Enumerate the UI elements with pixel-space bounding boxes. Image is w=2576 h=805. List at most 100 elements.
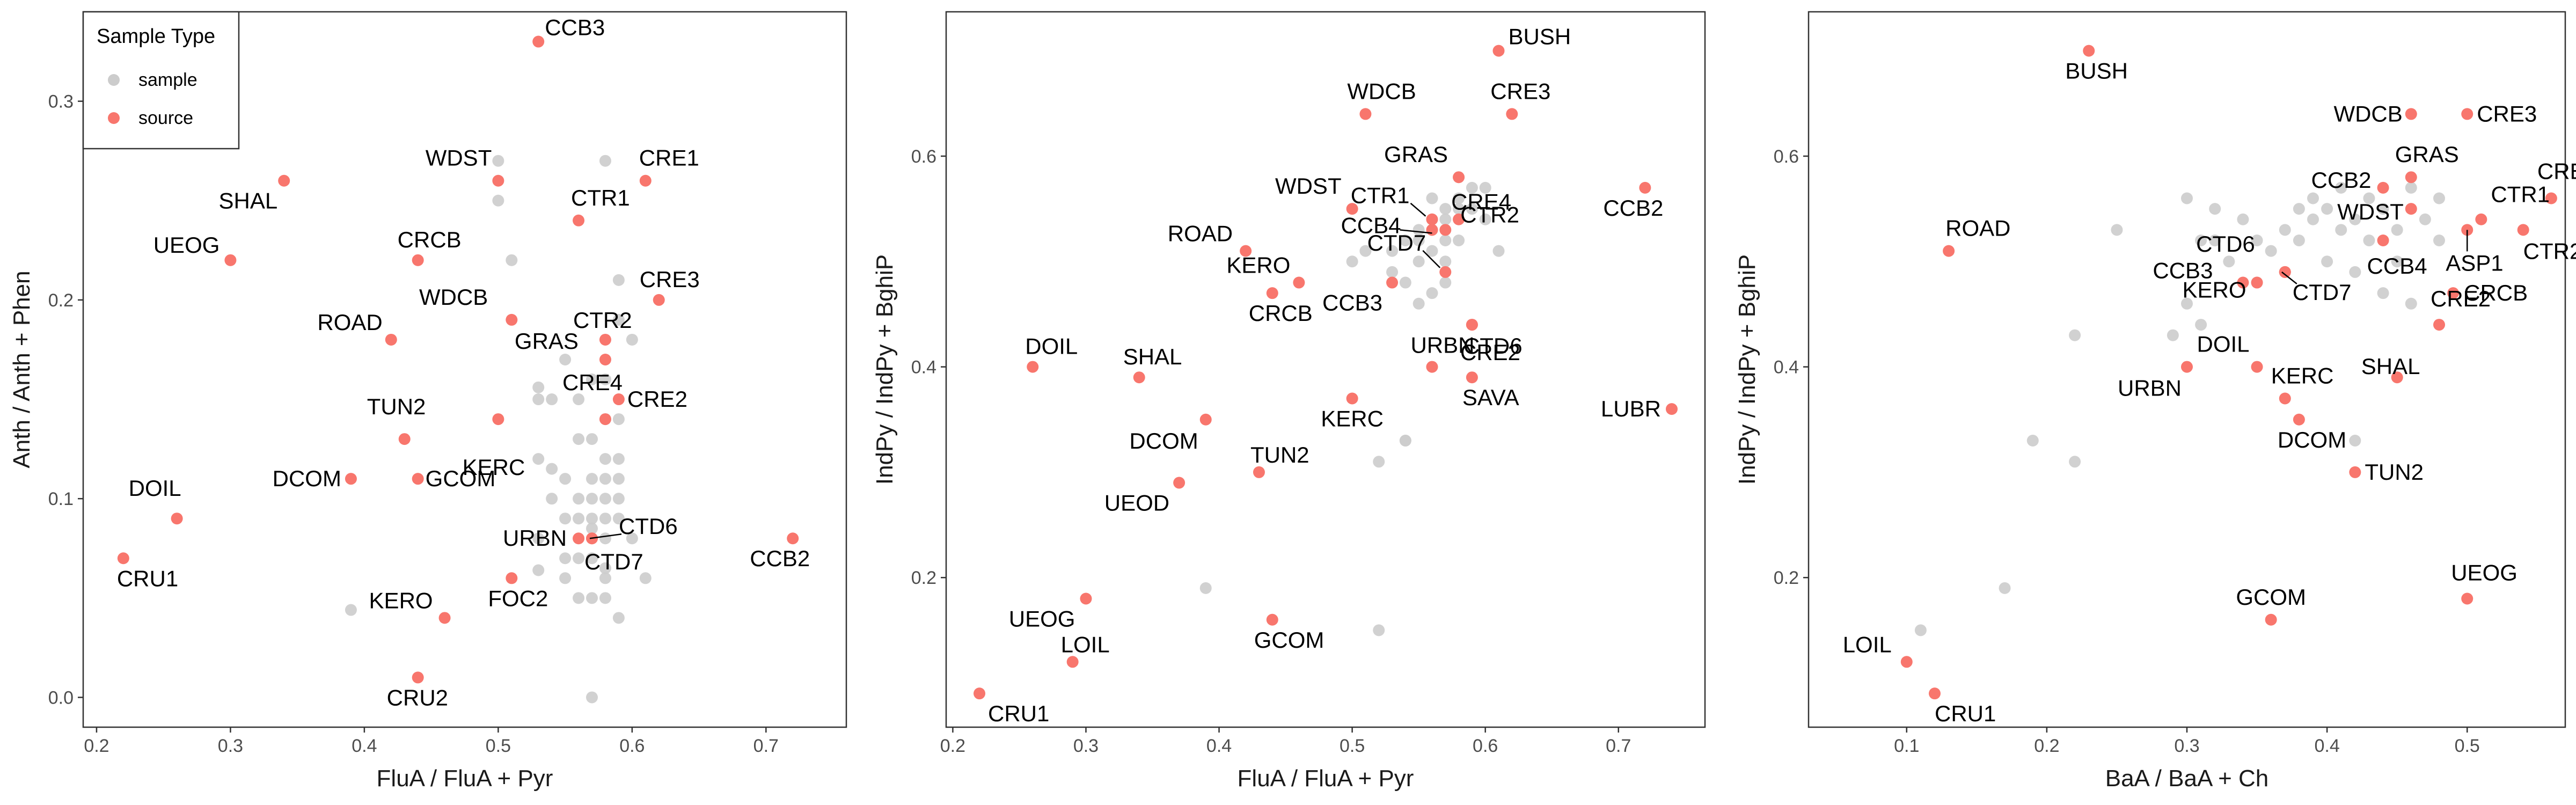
x-tick-label: 0.6 (619, 736, 645, 756)
point-label-shal: SHAL (1123, 344, 1182, 369)
sample-point (2321, 203, 2333, 215)
point-label-gras: GRAS (515, 328, 579, 354)
point-label-kero: KERO (2183, 277, 2246, 303)
sample-point (1373, 624, 1385, 636)
sample-point (546, 393, 558, 406)
sample-point (573, 433, 585, 445)
point-label-ueod: UEOD (1104, 491, 1169, 516)
point-label-shal: SHAL (2361, 354, 2420, 379)
point-label-bush: BUSH (1508, 24, 1571, 49)
sample-point (1386, 266, 1399, 278)
sample-point (532, 381, 545, 393)
source-point-gcom (2265, 613, 2277, 626)
point-label-crcb: CRCB (1249, 301, 1313, 326)
panel-3: 0.1 0.2 0.3 0.4 0.5 0.2 0.4 0.6 BaA / BaA + Ch In… (1734, 11, 2576, 792)
sample-point (559, 552, 572, 565)
point-label-crcb: CRCB (398, 227, 462, 252)
sample-point (639, 572, 652, 584)
sample-point (586, 433, 598, 445)
source-point-cru1 (974, 687, 986, 700)
source-point-gras (2405, 171, 2417, 184)
sample-point (1199, 582, 1212, 594)
point-label-ccb4: CCB4 (2367, 253, 2427, 279)
point-label-ccb2: CCB2 (750, 546, 810, 571)
legend-key-source (108, 112, 120, 124)
sample-point (2433, 235, 2445, 247)
point-label-ctr2: CTR2 (1460, 202, 1519, 227)
point-label-crcb: CRCB (2464, 280, 2528, 305)
sample-point (599, 473, 611, 485)
point-label-cre2: CRE2 (2431, 286, 2491, 311)
x-tick-label: 0.5 (1340, 736, 1365, 756)
point-label-kerc: KERC (1321, 406, 1384, 431)
source-point-ueog (224, 254, 237, 266)
source-point-sava (1466, 371, 1478, 384)
sample-point (559, 513, 572, 525)
sample-point (2433, 192, 2445, 204)
label-leader-line (589, 533, 622, 539)
sample-point (1439, 255, 1452, 268)
sample-point (345, 604, 357, 616)
sample-point (573, 592, 585, 604)
sample-point (573, 552, 585, 565)
source-point-ccb3 (532, 35, 545, 48)
y-tick-label: 0.6 (911, 147, 936, 167)
point-label-ccb3: CCB3 (545, 15, 605, 40)
source-point-wdcb (506, 313, 518, 326)
source-point-ctr2 (2517, 224, 2529, 236)
source-point-ccb2 (1639, 181, 1651, 194)
y-axis-title: IndPy / IndPy + BghiP (872, 254, 898, 485)
point-label-ueog: UEOG (1009, 606, 1075, 631)
point-label-gras: GRAS (1384, 142, 1448, 167)
sample-point (612, 413, 625, 426)
point-label-ctr1: CTR1 (571, 185, 630, 210)
point-label-wdst: WDST (426, 145, 492, 171)
sample-point (2111, 224, 2123, 236)
source-point-kerc (492, 413, 504, 426)
source-point-shal (278, 174, 290, 187)
point-label-ccb2: CCB2 (2311, 167, 2372, 193)
point-label-ctd6: CTD6 (1463, 333, 1523, 358)
source-point-kerc (2279, 392, 2291, 405)
sample-point (2167, 329, 2179, 341)
source-point-crcb (2447, 287, 2460, 299)
sample-point (559, 572, 572, 584)
x-tick-label: 0.2 (84, 736, 109, 756)
source-point-dcom (345, 473, 357, 485)
point-label-cre2: CRE2 (627, 386, 687, 412)
source-point-cru1 (1929, 687, 1941, 700)
point-label-dcom: DCOM (273, 466, 341, 491)
point-label-road: ROAD (1168, 221, 1233, 246)
point-label-kerc: KERC (2271, 363, 2334, 388)
sample-point (492, 155, 504, 167)
source-point-loil (1900, 656, 1913, 668)
x-tick-label: 0.4 (1206, 736, 1232, 756)
source-point-cre4 (1453, 213, 1465, 225)
sample-point (1373, 456, 1385, 468)
sample-point (1399, 435, 1411, 447)
source-point-cre3 (2461, 108, 2473, 120)
point-label-cru1: CRU1 (117, 566, 178, 591)
sample-point (1453, 235, 1465, 247)
y-tick-label: 0.4 (911, 357, 936, 378)
sample-point (599, 562, 611, 574)
point-label-gras: GRAS (2395, 142, 2459, 167)
sample-point (1479, 213, 1491, 225)
sample-point (1453, 203, 1465, 215)
source-point-shal (1133, 371, 1145, 384)
sample-point (626, 333, 638, 346)
sample-point (2349, 213, 2361, 225)
x-tick-label: 0.2 (2034, 736, 2059, 756)
source-point-gras (599, 353, 611, 365)
source-point-road (1240, 245, 1252, 257)
legend-label-sample: sample (138, 70, 197, 90)
sample-point (599, 374, 611, 386)
x-tick-label: 0.5 (486, 736, 511, 756)
sample-point (2377, 203, 2389, 215)
sample-point (599, 155, 611, 167)
point-label-bush: BUSH (2065, 58, 2128, 84)
y-tick-label: 0.2 (1774, 568, 1799, 588)
source-point-road (1943, 245, 1955, 257)
source-point-cru1 (117, 552, 129, 565)
